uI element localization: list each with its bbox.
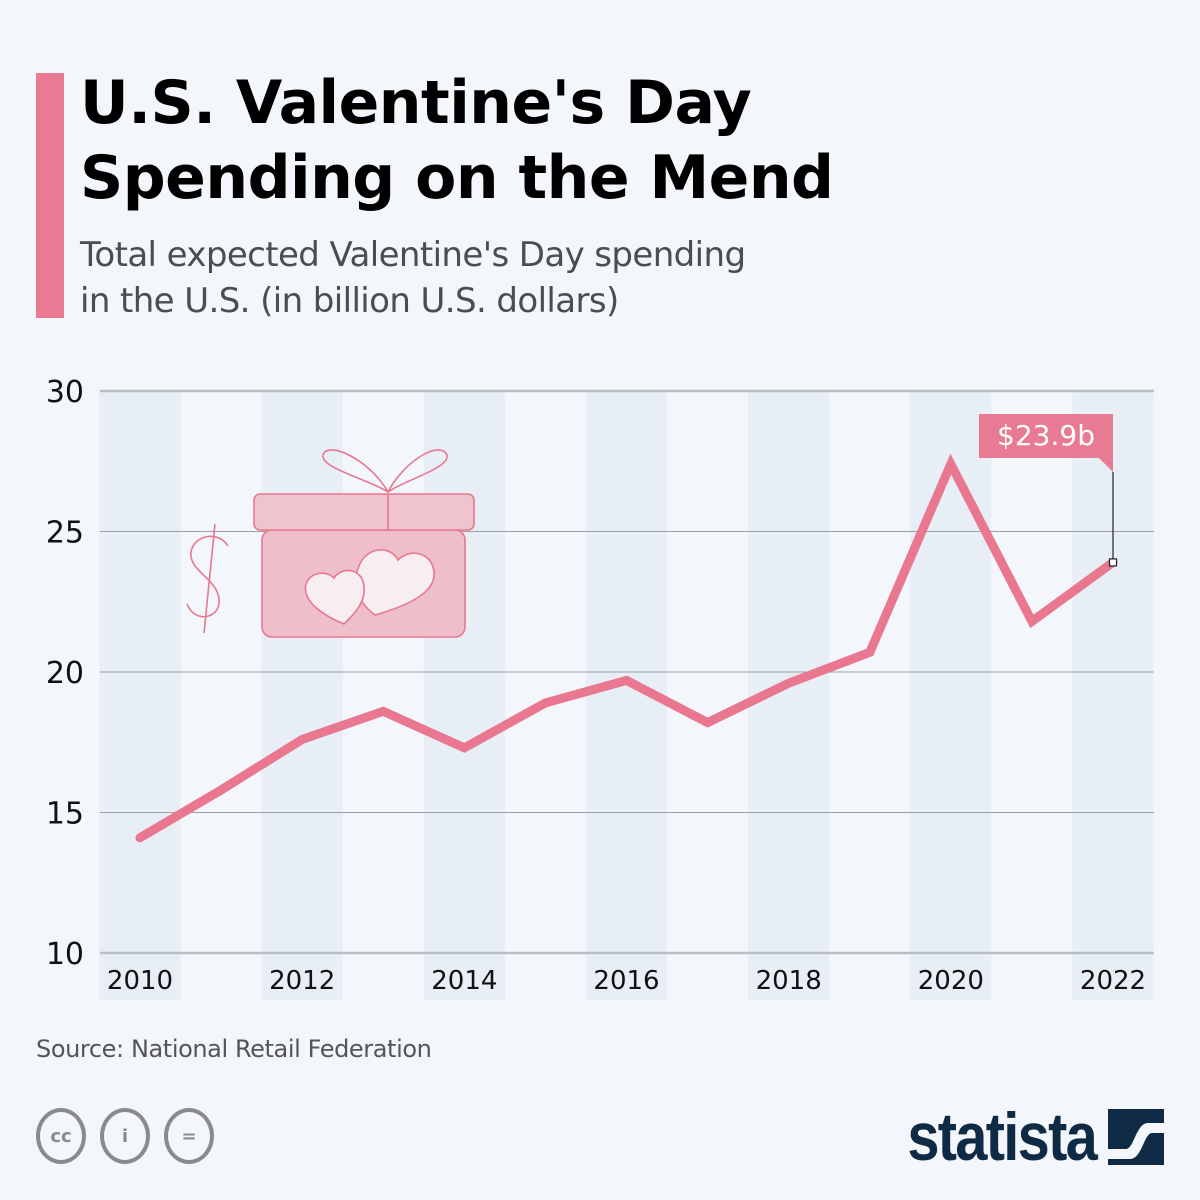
x-tick-label: 2022: [1080, 966, 1146, 996]
column-band: [910, 391, 992, 1000]
subtitle-line-1: Total expected Valentine's Day spending: [80, 235, 746, 275]
x-tick-label: 2018: [756, 966, 822, 996]
accent-bar: [36, 73, 64, 318]
x-axis-ticks: 2010 2012 2014 2016 2018 2020 2022: [107, 966, 1146, 996]
series-line: [135, 453, 1118, 843]
value-annotation: $23.9b: [979, 414, 1118, 567]
x-tick-label: 2012: [269, 966, 335, 996]
y-tick-label: 25: [46, 516, 84, 551]
title-line-2: Spending on the Mend: [80, 143, 834, 213]
statista-logo[interactable]: statista: [874, 1098, 1164, 1176]
annotation-marker: [1108, 558, 1118, 567]
gift-bow: [322, 449, 448, 494]
subtitle-line-2: in the U.S. (in billion U.S. dollars): [80, 281, 619, 321]
annotation-label: $23.9b: [997, 419, 1095, 452]
column-bands: [99, 391, 1154, 1000]
gridlines: [100, 389, 1154, 955]
gift-heart-illustration: [186, 449, 475, 638]
x-tick-label: 2010: [107, 966, 173, 996]
source-note: Source: National Retail Federation: [36, 1035, 432, 1063]
x-tick-label: 2014: [431, 966, 497, 996]
y-tick-label: 10: [46, 937, 84, 972]
column-band: [99, 391, 181, 1000]
title-line-1: U.S. Valentine's Day: [80, 68, 752, 138]
cc-icon[interactable]: cc: [36, 1108, 86, 1164]
brand-name: statista: [907, 1099, 1097, 1175]
chart-title: U.S. Valentine's Day Spending on the Men…: [80, 66, 834, 216]
statista-mark-icon: [1108, 1109, 1164, 1165]
x-tick-label: 2020: [918, 966, 984, 996]
license-icons: cc i =: [36, 1108, 214, 1164]
chart-subtitle: Total expected Valentine's Day spending …: [80, 232, 746, 324]
y-axis-ticks: 10 15 20 25 30: [46, 375, 84, 972]
y-tick-label: 20: [46, 656, 84, 691]
y-tick-label: 30: [46, 375, 84, 410]
dollar-sign-icon: [186, 523, 229, 634]
y-tick-label: 15: [46, 797, 84, 832]
gift-box-lid: [253, 493, 475, 531]
annotation-label-box: [979, 414, 1113, 472]
no-derivatives-icon[interactable]: =: [164, 1108, 214, 1164]
column-band: [423, 391, 505, 1000]
column-band: [261, 391, 343, 1000]
heart-icon: [304, 569, 365, 625]
x-tick-label: 2016: [593, 966, 659, 996]
attribution-icon[interactable]: i: [100, 1108, 150, 1164]
